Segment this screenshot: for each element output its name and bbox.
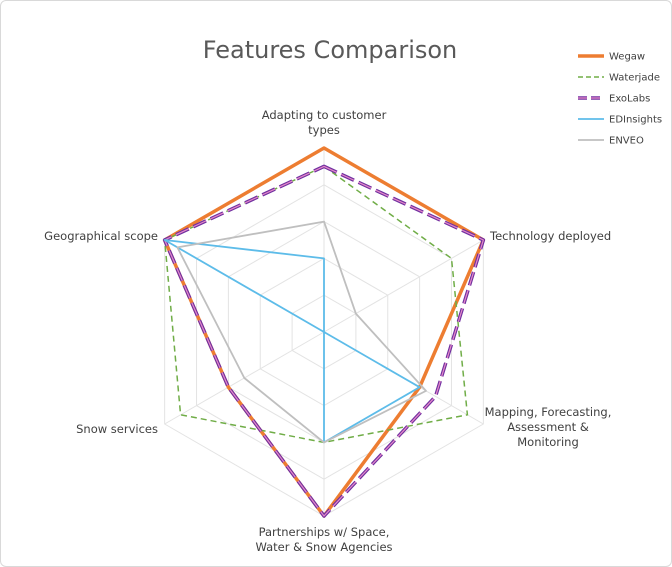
- legend-label: Waterjade: [609, 73, 660, 84]
- legend-label: ExoLabs: [609, 94, 650, 105]
- legend-label: Wegaw: [609, 52, 645, 63]
- legend-label: EDInsights: [609, 115, 662, 126]
- series-layer: [162, 146, 486, 518]
- axis-label: Snow services: [76, 422, 158, 436]
- axis-label: Partnerships w/ Space, Water & Snow Agenc…: [255, 525, 392, 554]
- legend-item: Waterjade: [578, 73, 660, 84]
- series-enveo: [176, 220, 427, 444]
- axis-label: Technology deployed: [489, 229, 611, 243]
- legend-label: ENVEO: [609, 136, 644, 147]
- legend-item: EDInsights: [578, 115, 662, 126]
- axis-labels: Adapting to customer types Technology depl…: [44, 108, 611, 554]
- series-line: [176, 220, 427, 444]
- legend-item: ExoLabs: [578, 94, 650, 105]
- legend-item: ENVEO: [578, 136, 644, 147]
- grid-spoke: [323, 239, 484, 333]
- legend-item: Wegaw: [578, 52, 645, 63]
- axis-label: Geographical scope: [44, 229, 158, 243]
- axis-label: Adapting to customer types: [262, 108, 387, 137]
- legend: Wegaw Waterjade ExoLabs EDInsights ENVEO: [578, 52, 662, 147]
- chart-title: Features Comparison: [202, 36, 458, 64]
- axis-label: Mapping, Forecasting, Assessment & Monitor…: [485, 405, 612, 449]
